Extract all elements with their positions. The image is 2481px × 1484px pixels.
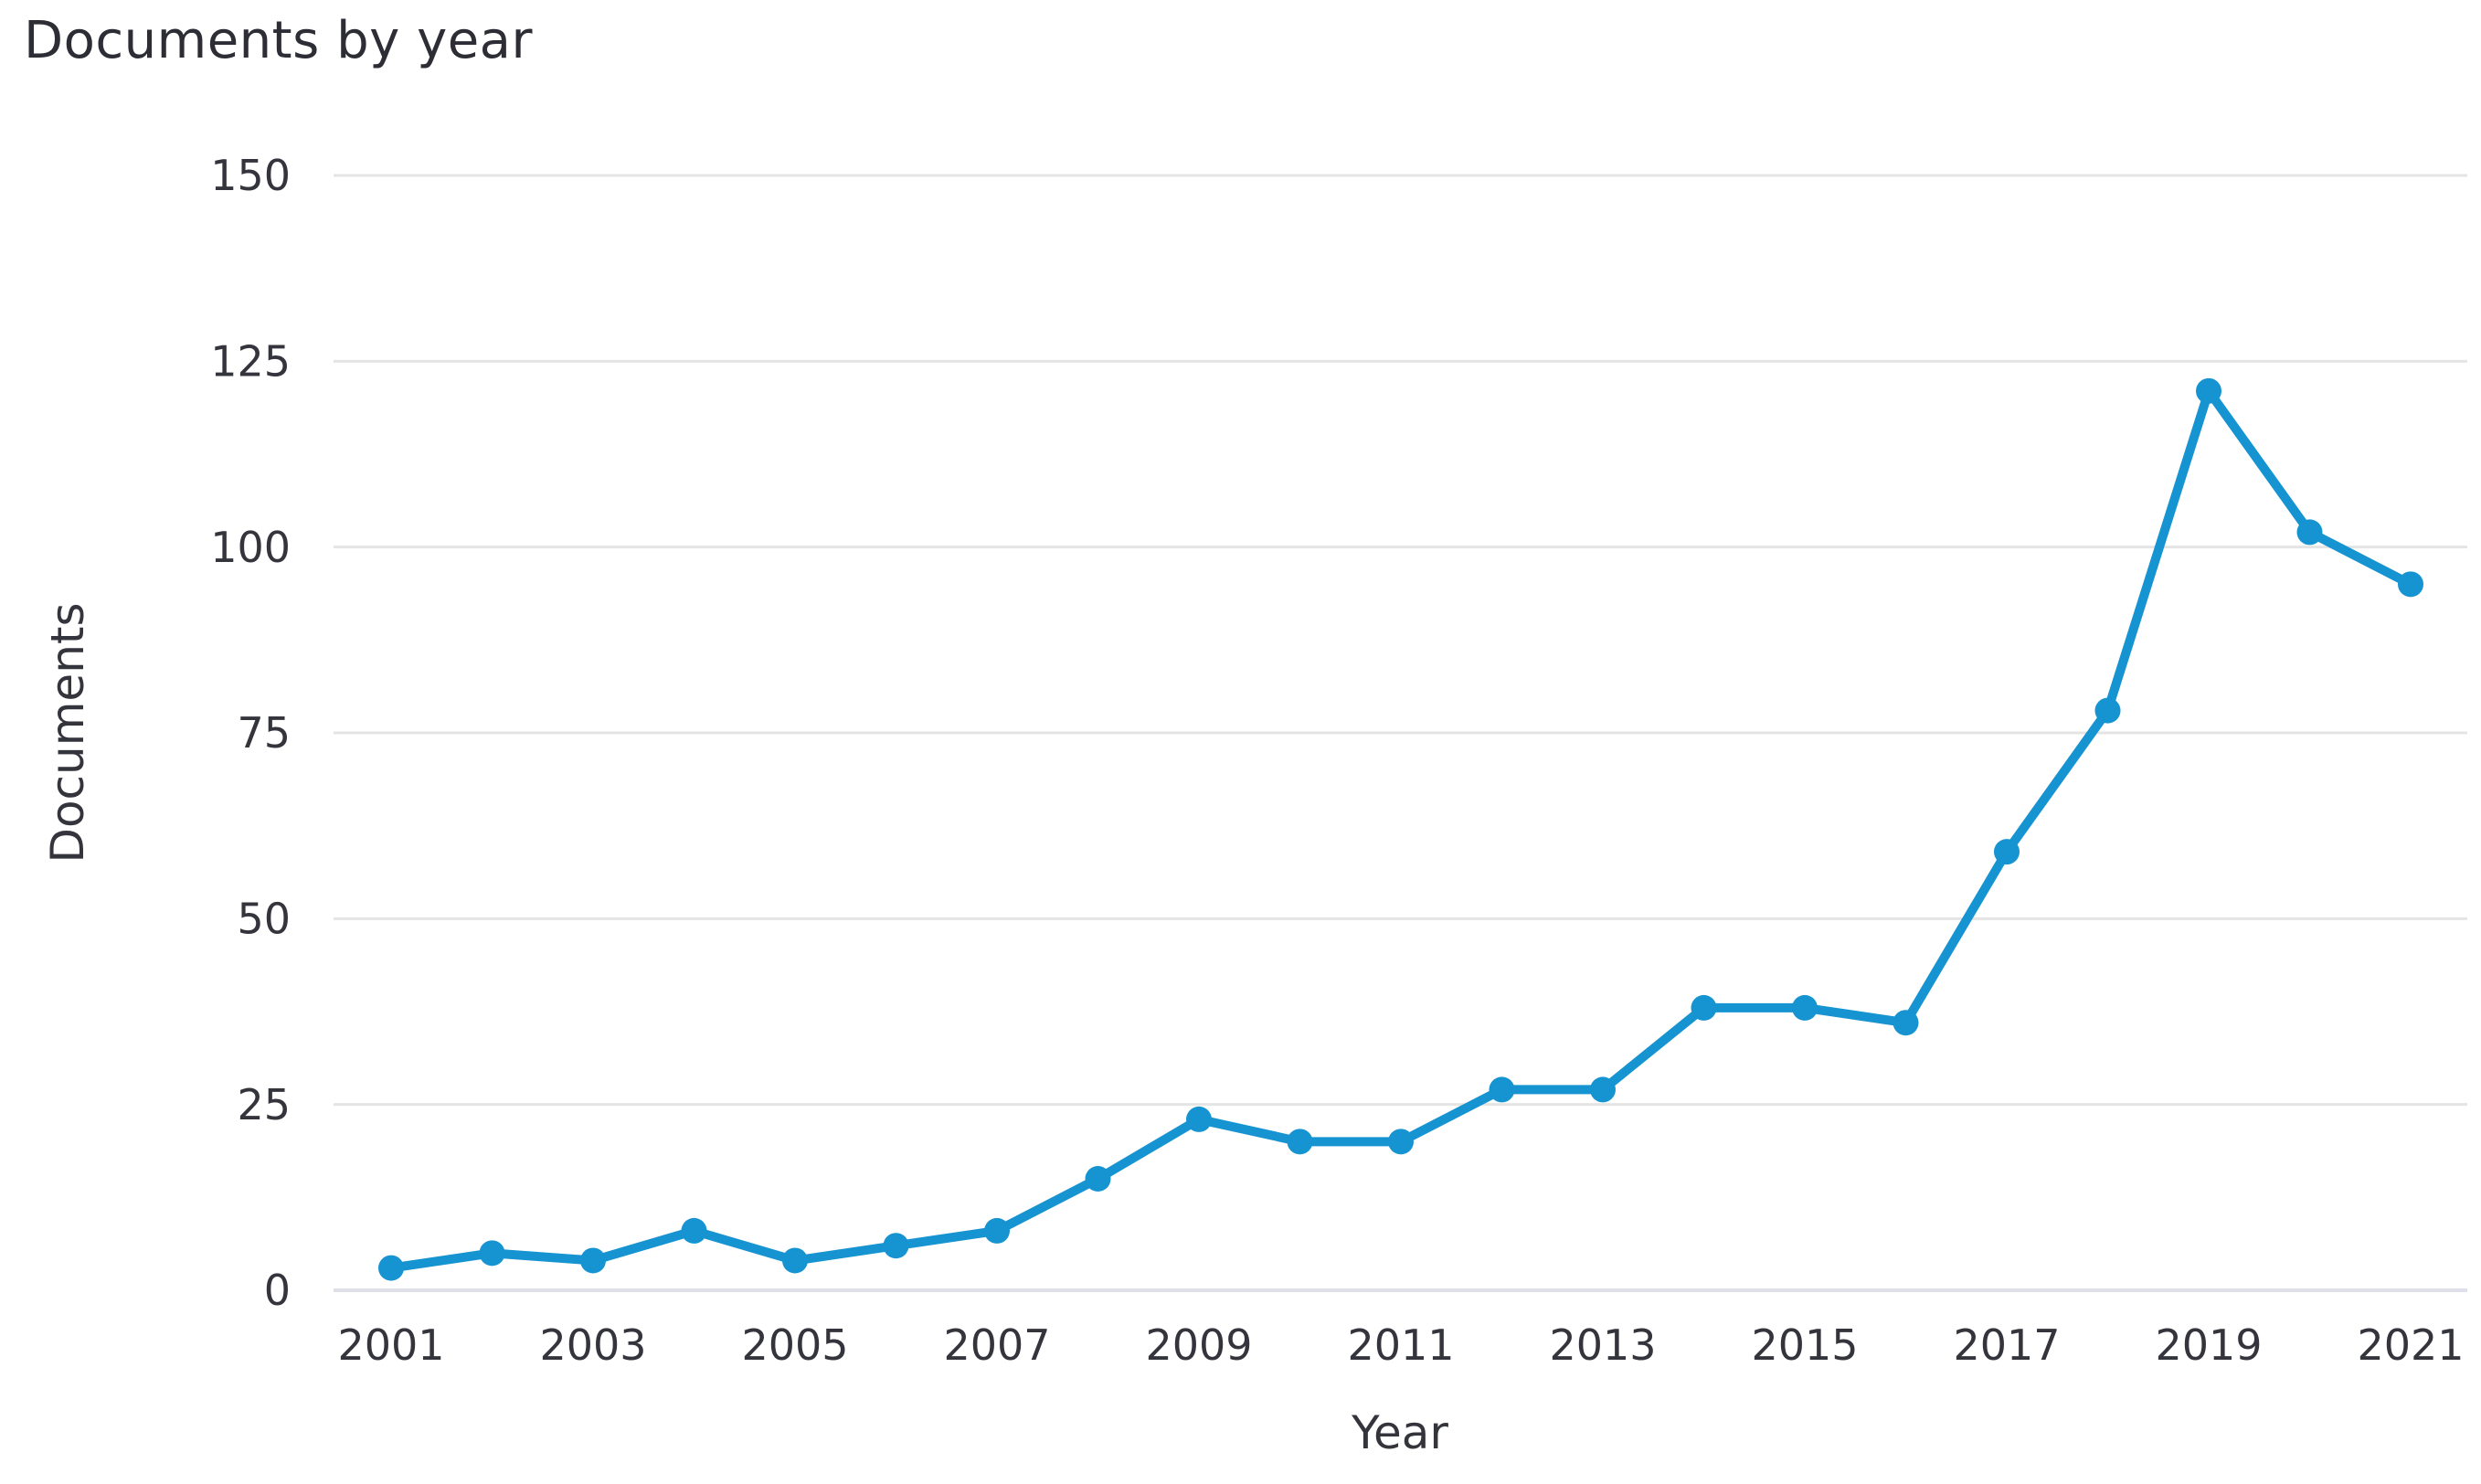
y-tick-label-75: 75 bbox=[237, 708, 291, 758]
x-tick-label-2013: 2013 bbox=[1549, 1320, 1656, 1370]
data-point-2005[interactable] bbox=[782, 1247, 808, 1274]
data-point-2007[interactable] bbox=[984, 1217, 1010, 1244]
x-tick-label-2009: 2009 bbox=[1145, 1320, 1252, 1370]
data-point-2003[interactable] bbox=[580, 1247, 606, 1274]
data-point-2013[interactable] bbox=[1590, 1076, 1616, 1103]
y-tick-label-100: 100 bbox=[210, 523, 291, 572]
data-point-2010[interactable] bbox=[1287, 1129, 1313, 1155]
data-point-2006[interactable] bbox=[883, 1233, 909, 1259]
x-tick-label-2017: 2017 bbox=[1953, 1320, 2060, 1370]
y-tick-label-25: 25 bbox=[237, 1080, 291, 1129]
x-tick-label-2015: 2015 bbox=[1751, 1320, 1858, 1370]
data-point-2009[interactable] bbox=[1186, 1106, 1212, 1132]
x-tick-label-2001: 2001 bbox=[337, 1320, 444, 1370]
data-point-2019[interactable] bbox=[2196, 377, 2221, 404]
chart-title: Documents by year bbox=[24, 11, 534, 70]
x-tick-label-2019: 2019 bbox=[2155, 1320, 2262, 1370]
data-point-2018[interactable] bbox=[2094, 697, 2121, 724]
x-tick-label-2007: 2007 bbox=[943, 1320, 1050, 1370]
y-tick-label-0: 0 bbox=[264, 1266, 291, 1315]
data-point-2012[interactable] bbox=[1489, 1076, 1515, 1103]
x-tick-label-2011: 2011 bbox=[1347, 1320, 1454, 1370]
data-point-2017[interactable] bbox=[1994, 839, 2020, 865]
x-tick-label-2005: 2005 bbox=[741, 1320, 848, 1370]
data-point-2021[interactable] bbox=[2398, 571, 2423, 598]
data-point-2011[interactable] bbox=[1388, 1129, 1414, 1155]
x-tick-label-2021: 2021 bbox=[2357, 1320, 2464, 1370]
y-tick-label-50: 50 bbox=[237, 894, 291, 943]
data-point-2001[interactable] bbox=[378, 1255, 404, 1281]
data-point-2016[interactable] bbox=[1893, 1010, 1919, 1036]
data-point-2002[interactable] bbox=[479, 1240, 505, 1267]
data-point-2015[interactable] bbox=[1792, 994, 1818, 1021]
data-point-2014[interactable] bbox=[1691, 994, 1717, 1021]
x-axis-title: Year bbox=[1352, 1406, 1448, 1459]
y-tick-label-125: 125 bbox=[210, 336, 291, 386]
x-tick-label-2003: 2003 bbox=[539, 1320, 646, 1370]
data-point-2020[interactable] bbox=[2296, 519, 2323, 546]
data-point-2004[interactable] bbox=[681, 1217, 707, 1244]
data-point-2008[interactable] bbox=[1085, 1166, 1111, 1192]
y-tick-label-150: 150 bbox=[210, 151, 291, 200]
